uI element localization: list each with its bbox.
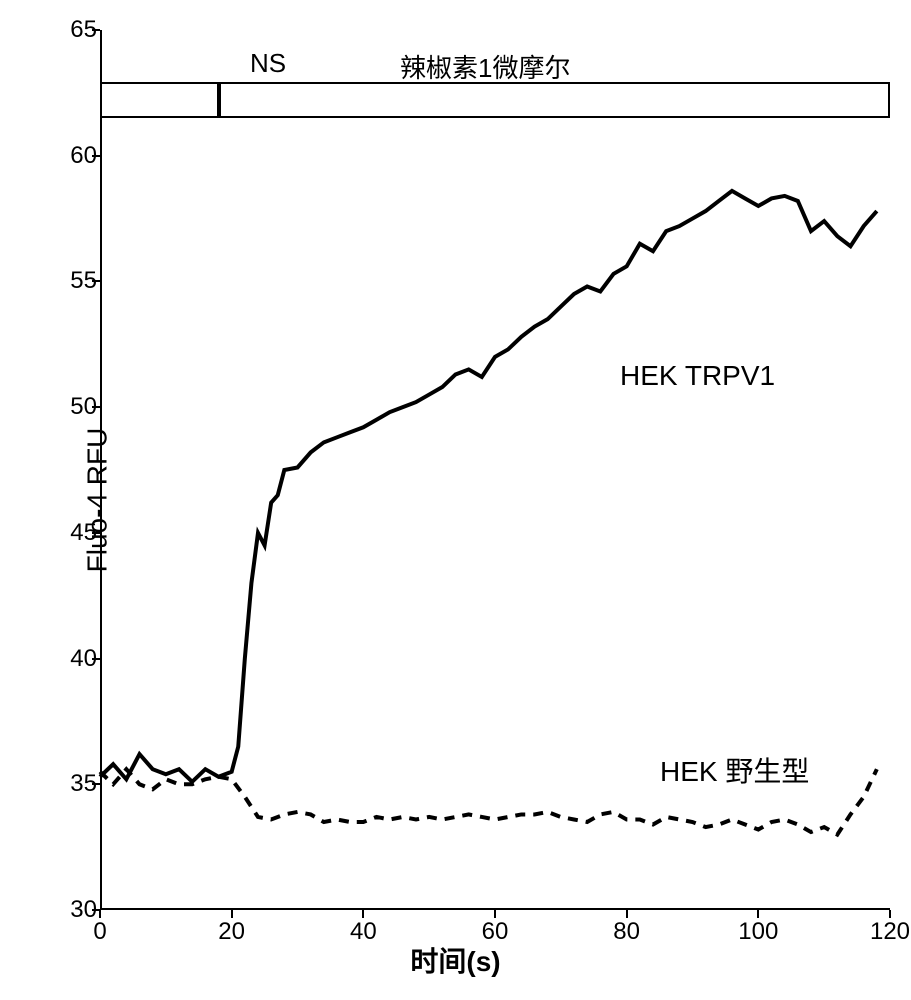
x-tick-label: 40 bbox=[350, 918, 377, 946]
y-tick-mark bbox=[92, 29, 100, 31]
y-tick-mark bbox=[92, 155, 100, 157]
x-tick-mark bbox=[889, 910, 891, 918]
x-tick-mark bbox=[757, 910, 759, 918]
treatment-bar bbox=[219, 82, 891, 118]
top-label: NS bbox=[250, 48, 286, 79]
x-tick-label: 80 bbox=[613, 918, 640, 946]
x-tick-mark bbox=[99, 910, 101, 918]
y-tick-mark bbox=[92, 280, 100, 282]
x-tick-label: 0 bbox=[93, 918, 106, 946]
y-tick-mark bbox=[92, 658, 100, 660]
treatment-bar bbox=[100, 82, 219, 118]
series-line bbox=[100, 191, 877, 782]
x-tick-label: 100 bbox=[738, 918, 778, 946]
y-tick-mark bbox=[92, 532, 100, 534]
x-tick-label: 60 bbox=[482, 918, 509, 946]
x-tick-label: 20 bbox=[218, 918, 245, 946]
y-tick-mark bbox=[92, 406, 100, 408]
x-axis-label: 时间(s) bbox=[410, 940, 500, 980]
x-tick-mark bbox=[362, 910, 364, 918]
series-label: HEK TRPV1 bbox=[620, 360, 775, 392]
series-label: HEK 野生型 bbox=[660, 750, 809, 790]
x-tick-mark bbox=[231, 910, 233, 918]
x-tick-mark bbox=[626, 910, 628, 918]
x-tick-mark bbox=[494, 910, 496, 918]
y-tick-mark bbox=[92, 783, 100, 785]
top-label: 辣椒素1微摩尔 bbox=[400, 48, 570, 85]
x-tick-label: 120 bbox=[870, 918, 910, 946]
